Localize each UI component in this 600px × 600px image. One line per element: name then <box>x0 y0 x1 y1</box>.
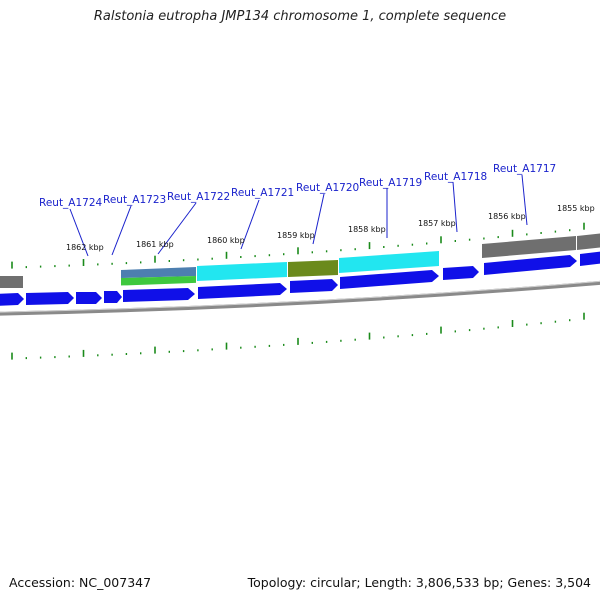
leader-a1724 <box>69 208 89 257</box>
feature-cyan-a1721[interactable] <box>197 262 287 281</box>
accession-label: Accession: NC_007347 <box>9 575 152 590</box>
feature-gray-right[interactable] <box>577 233 600 250</box>
feature-cyan-a1719[interactable] <box>339 251 439 273</box>
outer-tick-track <box>11 222 585 269</box>
position-label: 1856 kbp <box>488 212 526 221</box>
chromosome-backbone <box>0 280 600 316</box>
leader-a1723 <box>111 205 132 256</box>
cds-arrow[interactable] <box>0 293 24 306</box>
leader-a1721 <box>240 199 260 250</box>
position-label: 1862 kbp <box>66 243 104 252</box>
gene-label-a1722[interactable]: Reut_A1722 <box>167 191 230 203</box>
leader-a1722 <box>157 202 197 255</box>
cds-arrow[interactable] <box>580 251 600 266</box>
feature-olive-a1720[interactable] <box>288 260 338 277</box>
cds-arrow[interactable] <box>104 291 122 303</box>
summary-label: Topology: circular; Length: 3,806,533 bp… <box>247 575 591 590</box>
gene-label-a1717[interactable]: Reut_A1717 <box>493 163 556 175</box>
gene-labels: Reut_A1724 Reut_A1723 Reut_A1722 Reut_A1… <box>39 163 556 209</box>
cds-arrow-a1720[interactable] <box>290 279 338 293</box>
position-label: 1861 kbp <box>136 240 174 249</box>
cds-arrow[interactable] <box>76 292 102 304</box>
leader-a1718 <box>452 181 458 233</box>
leader-a1717 <box>521 174 528 226</box>
gene-label-a1721[interactable]: Reut_A1721 <box>231 187 294 199</box>
position-label: 1858 kbp <box>348 225 386 234</box>
gene-label-a1724[interactable]: Reut_A1724 <box>39 197 103 209</box>
gene-leaders <box>69 174 528 257</box>
gene-label-a1723[interactable]: Reut_A1723 <box>103 194 166 206</box>
chromosome-backbone-highlight <box>0 280 600 313</box>
leader-a1720 <box>312 193 325 245</box>
inner-tick-track <box>11 312 585 360</box>
position-label: 1860 kbp <box>207 236 245 245</box>
cds-arrow-a1721[interactable] <box>198 283 287 299</box>
map-title: Ralstonia eutropha JMP134 chromosome 1, … <box>93 9 507 24</box>
cds-arrow[interactable] <box>26 292 74 305</box>
position-label: 1859 kbp <box>277 231 315 240</box>
position-label: 1857 kbp <box>418 219 456 228</box>
gene-label-a1718[interactable]: Reut_A1718 <box>424 171 487 183</box>
cds-arrow-a1717[interactable] <box>484 255 577 275</box>
cds-arrow-a1722[interactable] <box>123 288 195 302</box>
cds-arrow-a1719[interactable] <box>340 270 439 289</box>
gene-label-a1720[interactable]: Reut_A1720 <box>296 182 359 194</box>
position-label: 1855 kbp <box>557 204 595 213</box>
feature-steel[interactable] <box>121 267 196 278</box>
position-labels: 1862 kbp 1861 kbp 1860 kbp 1859 kbp 1858… <box>66 204 595 252</box>
cds-track <box>0 251 600 306</box>
feature-gray-a1717[interactable] <box>482 236 576 258</box>
feature-green[interactable] <box>121 276 196 286</box>
feature-track-upper <box>0 233 600 288</box>
cds-arrow-a1718[interactable] <box>443 266 479 280</box>
gene-label-a1719[interactable]: Reut_A1719 <box>359 177 422 189</box>
feature-gray-left[interactable] <box>0 276 23 288</box>
